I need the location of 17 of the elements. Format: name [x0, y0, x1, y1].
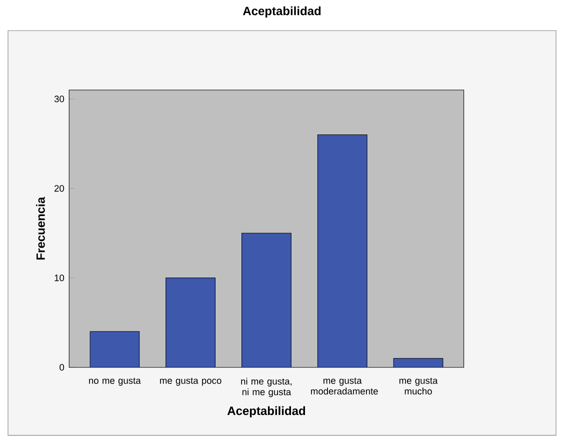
- bar: [393, 358, 444, 368]
- y-tick-label: 10: [54, 274, 64, 282]
- y-tick-label: 0: [60, 364, 64, 370]
- x-tick-label: no me gusta: [89, 378, 141, 386]
- bar: [317, 134, 368, 368]
- bar: [242, 232, 292, 368]
- y-tick-label: 30: [54, 95, 64, 102]
- bar: [90, 331, 140, 368]
- chart-title: Aceptabilidad: [242, 6, 321, 18]
- x-tick-label: me gusta mucho: [399, 378, 438, 394]
- x-tick-label: ni me gusta, ni me gusta: [241, 378, 292, 397]
- x-axis-title: Aceptabilidad: [227, 406, 306, 418]
- x-tick-label: me gusta moderadamente: [310, 378, 378, 394]
- y-axis-title: Frecuencia: [36, 196, 45, 260]
- x-tick-label: me gusta poco: [160, 378, 222, 386]
- y-tick-label: 20: [54, 184, 64, 192]
- bar: [166, 277, 216, 368]
